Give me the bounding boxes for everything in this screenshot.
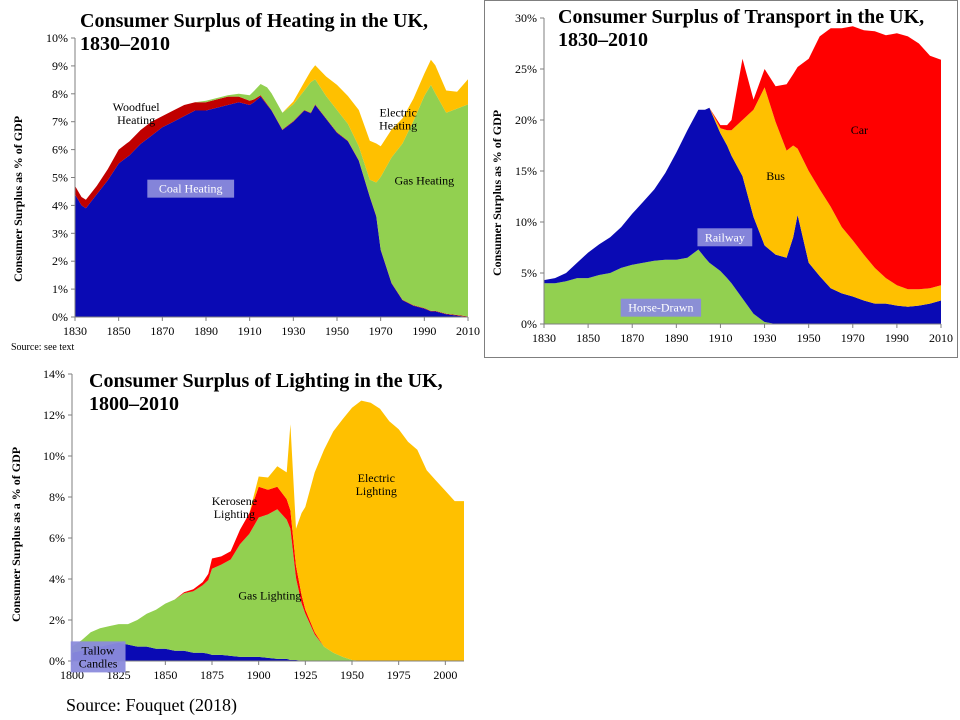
area-transport-bus bbox=[544, 87, 941, 307]
annotation-label: Bus bbox=[766, 169, 785, 183]
area-transport-railway bbox=[544, 107, 941, 324]
x-tick-label: 1950 bbox=[797, 331, 821, 345]
y-tick-label: 10% bbox=[515, 215, 537, 229]
y-tick-label: 4% bbox=[52, 198, 68, 212]
x-tick-label: 1990 bbox=[885, 331, 909, 345]
y-tick-label: 15% bbox=[515, 164, 537, 178]
chart-title-heating: Consumer Surplus of Heating in the UK, 1… bbox=[80, 10, 429, 55]
x-tick-label: 1925 bbox=[293, 668, 317, 682]
y-tick-label: 10% bbox=[43, 449, 65, 463]
lighting-chart: 0%2%4%6%8%10%12%14%1800 1825 1850 1875 1900 1… bbox=[43, 367, 464, 682]
chart-title-lighting: Consumer Surplus of Lighting in the UK, … bbox=[89, 370, 443, 415]
annotation-label: Electric Lighting bbox=[356, 471, 397, 498]
x-tick-label: 1830 bbox=[63, 324, 87, 338]
annotation-label: Gas Lighting bbox=[238, 588, 301, 602]
x-tick-label: 1850 bbox=[576, 331, 600, 345]
x-tick-label: 1950 bbox=[325, 324, 349, 338]
y-tick-label: 30% bbox=[515, 11, 537, 25]
y-tick-label: 25% bbox=[515, 62, 537, 76]
annotation-box bbox=[697, 228, 753, 247]
y-tick-label: 5% bbox=[52, 171, 68, 185]
annotation-label: Railway bbox=[705, 230, 745, 244]
area-lighting-gas bbox=[72, 509, 464, 661]
y-tick-label: 14% bbox=[43, 367, 65, 381]
y-tick-label: 0% bbox=[49, 654, 65, 668]
x-tick-label: 1875 bbox=[200, 668, 224, 682]
area-heating-coal bbox=[75, 96, 468, 317]
transport-chart: 0% 5% 10% 15% 20% 25% 30% 1830 1850 1870 1890 1910 1… bbox=[515, 11, 953, 345]
annotation-label: Car bbox=[851, 123, 868, 137]
x-tick-label: 2010 bbox=[456, 324, 480, 338]
area-heating-electric bbox=[75, 59, 468, 200]
source-note-heating: Source: see text bbox=[11, 342, 75, 353]
x-tick-label: 2010 bbox=[929, 331, 953, 345]
source-note: Source: Fouquet (2018) bbox=[66, 695, 237, 715]
y-tick-label: 7% bbox=[52, 115, 68, 129]
y-tick-label: 2% bbox=[52, 254, 68, 268]
x-tick-label: 1990 bbox=[412, 324, 436, 338]
x-tick-label: 1970 bbox=[369, 324, 393, 338]
x-tick-label: 2000 bbox=[433, 668, 457, 682]
y-tick-label: 5% bbox=[521, 266, 537, 280]
annotation-box bbox=[620, 298, 702, 317]
x-tick-label: 1970 bbox=[841, 331, 865, 345]
chart-title-transport: Consumer Surplus of Transport in the UK,… bbox=[558, 6, 925, 51]
x-tick-label: 1930 bbox=[281, 324, 305, 338]
x-tick-label: 1910 bbox=[238, 324, 262, 338]
y-tick-label: 9% bbox=[52, 59, 68, 73]
area-lighting-tallow bbox=[72, 642, 464, 661]
heating-chart: 0% 1% 2% 3% 4% 5% 6% 7% 8% 9% 10% 1830 1850 1870 1890 1… bbox=[46, 31, 480, 338]
y-tick-label: 6% bbox=[49, 531, 65, 545]
y-tick-label: 0% bbox=[52, 310, 68, 324]
x-tick-label: 1975 bbox=[387, 668, 411, 682]
area-lighting-electric bbox=[72, 400, 464, 661]
annotation-label: Electric Heating bbox=[379, 105, 417, 132]
annotation-label: Kerosene Lighting bbox=[212, 494, 257, 521]
annotation-box bbox=[147, 179, 235, 198]
annotation-label: Horse-Drawn bbox=[628, 301, 693, 315]
x-tick-label: 1870 bbox=[150, 324, 174, 338]
annotation-box bbox=[70, 641, 126, 673]
y-tick-label: 0% bbox=[521, 317, 537, 331]
annotation-label: Gas Heating bbox=[395, 173, 455, 187]
y-tick-label: 12% bbox=[43, 408, 65, 422]
y-tick-label: 20% bbox=[515, 113, 537, 127]
x-tick-label: 1890 bbox=[664, 331, 688, 345]
y-tick-label: 4% bbox=[49, 572, 65, 586]
y-tick-label: 6% bbox=[52, 143, 68, 157]
y-tick-label: 10% bbox=[46, 31, 68, 45]
y-tick-label: 3% bbox=[52, 226, 68, 240]
annotation-label: Tallow Candles bbox=[79, 643, 118, 670]
annotation-label: Woodfuel Heating bbox=[113, 100, 161, 127]
area-heating-gas bbox=[75, 79, 468, 317]
x-tick-label: 1910 bbox=[708, 331, 732, 345]
x-tick-label: 1950 bbox=[340, 668, 364, 682]
x-tick-label: 1830 bbox=[532, 331, 556, 345]
x-tick-label: 1900 bbox=[247, 668, 271, 682]
x-tick-label: 1870 bbox=[620, 331, 644, 345]
x-tick-label: 1850 bbox=[107, 324, 131, 338]
y-tick-label: 8% bbox=[52, 87, 68, 101]
x-tick-label: 1930 bbox=[753, 331, 777, 345]
transport-chart-frame bbox=[484, 0, 958, 358]
y-tick-label: 2% bbox=[49, 613, 65, 627]
annotation-label: Coal Heating bbox=[159, 182, 223, 196]
x-tick-label: 1850 bbox=[153, 668, 177, 682]
x-tick-label: 1890 bbox=[194, 324, 218, 338]
y-tick-label: 8% bbox=[49, 490, 65, 504]
y-tick-label: 1% bbox=[52, 282, 68, 296]
area-transport-car bbox=[544, 26, 941, 290]
